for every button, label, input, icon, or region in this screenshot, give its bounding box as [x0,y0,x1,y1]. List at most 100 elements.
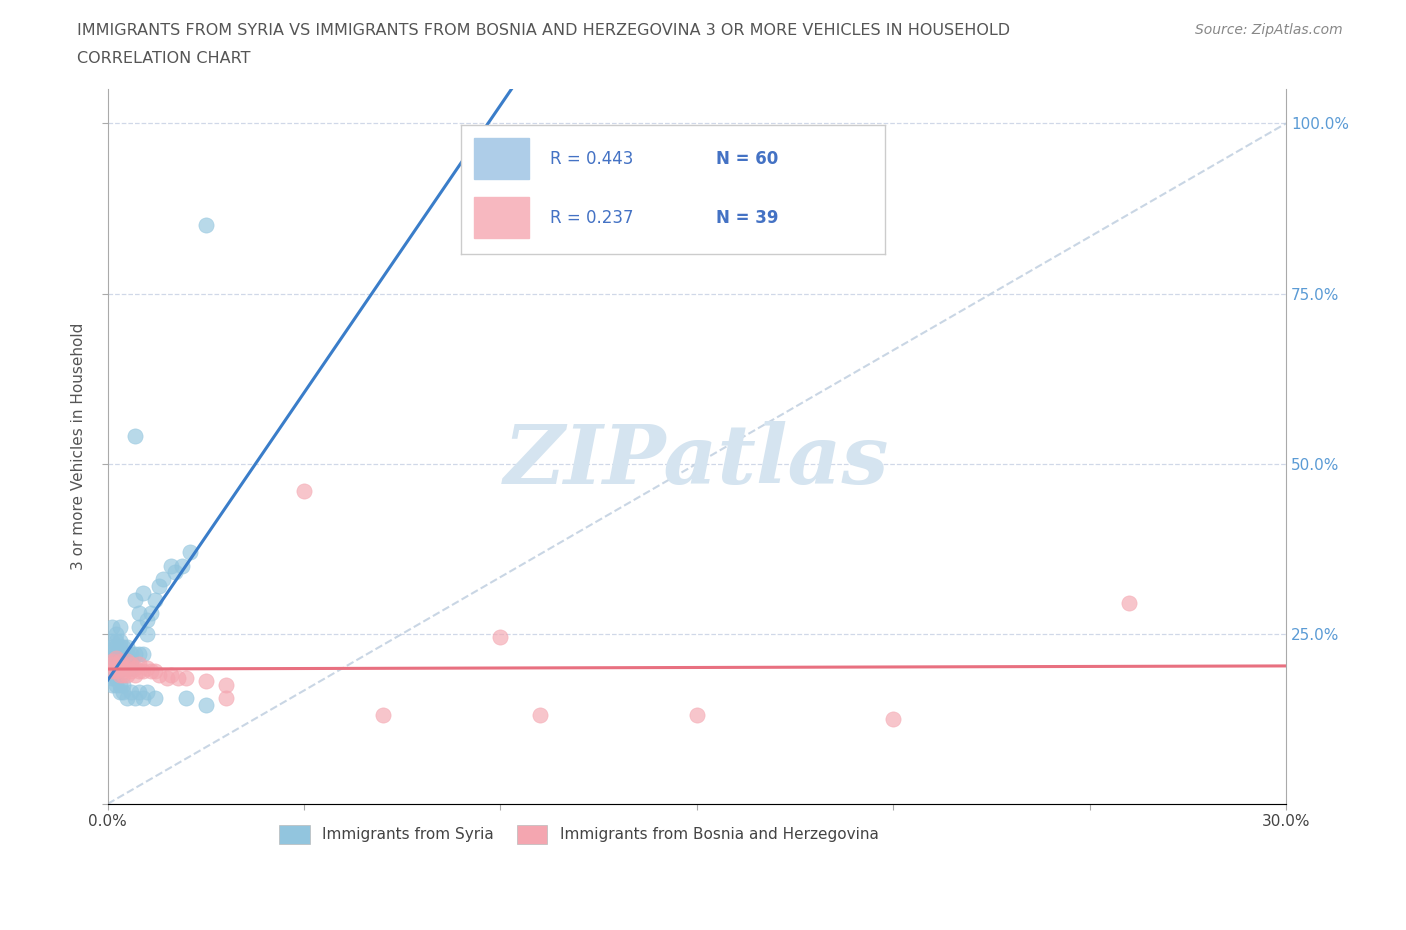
Legend: Immigrants from Syria, Immigrants from Bosnia and Herzegovina: Immigrants from Syria, Immigrants from B… [273,819,884,850]
Point [108,654,131,669]
Point [128,684,150,699]
Point [104,664,127,679]
Point [108,667,131,682]
Point [163,565,186,580]
Point [117,660,139,675]
Point [529,708,551,723]
Point [108,677,131,692]
Point [112,654,135,669]
Point [148,667,170,682]
Text: Source: ZipAtlas.com: Source: ZipAtlas.com [1195,23,1343,37]
Point [108,660,131,675]
Point [136,684,159,699]
Point [139,605,162,620]
Point [100,664,122,679]
Point [172,558,194,573]
Point [100,640,122,655]
Point [167,671,190,685]
Point [120,646,142,661]
Point [371,708,394,723]
Point [100,646,122,661]
Point [112,684,135,699]
Point [104,654,127,669]
Text: IMMIGRANTS FROM SYRIA VS IMMIGRANTS FROM BOSNIA AND HERZEGOVINA 3 OR MORE VEHICL: IMMIGRANTS FROM SYRIA VS IMMIGRANTS FROM… [77,23,1011,38]
Point [117,646,139,661]
Point [1118,596,1140,611]
Point [128,619,150,634]
Point [100,677,122,692]
Point [108,684,131,699]
Point [124,667,146,682]
Point [100,619,122,634]
Point [194,698,217,712]
Point [132,664,155,679]
Point [132,691,155,706]
Point [128,664,150,679]
Point [117,691,139,706]
Point [117,640,139,655]
Point [117,667,139,682]
Point [152,572,174,587]
Point [108,660,131,675]
Point [112,660,135,675]
Point [143,664,166,679]
Point [143,592,166,607]
Point [128,605,150,620]
Point [104,650,127,665]
Point [108,640,131,655]
Point [112,667,135,682]
Point [112,660,135,675]
Point [176,691,198,706]
Point [112,646,135,661]
Point [489,630,512,644]
Point [179,545,201,560]
Point [132,646,155,661]
Point [104,660,127,675]
Point [194,674,217,689]
Point [156,671,179,685]
Point [108,646,131,661]
Point [124,660,146,675]
Point [159,667,181,682]
Point [104,626,127,641]
Point [120,684,142,699]
Point [124,592,146,607]
Point [124,646,146,661]
Point [128,646,150,661]
Text: CORRELATION CHART: CORRELATION CHART [77,51,250,66]
Point [112,640,135,655]
Point [136,613,159,628]
Point [104,646,127,661]
Point [159,558,181,573]
Point [176,671,198,685]
Point [100,657,122,671]
Text: ZIPatlas: ZIPatlas [505,421,890,501]
Point [120,660,142,675]
Point [108,654,131,669]
Point [124,691,146,706]
Point [104,633,127,648]
Point [104,677,127,692]
Point [112,677,135,692]
Point [117,654,139,669]
Point [686,708,709,723]
Point [120,664,142,679]
Point [214,677,236,692]
Point [104,640,127,655]
Point [132,586,155,601]
Point [100,633,122,648]
Point [117,660,139,675]
Point [120,657,142,671]
Point [148,578,170,593]
Point [136,626,159,641]
Point [292,484,315,498]
Point [104,671,127,685]
Point [117,654,139,669]
Point [108,633,131,648]
Point [214,691,236,706]
Point [108,619,131,634]
Point [139,664,162,679]
Y-axis label: 3 or more Vehicles in Household: 3 or more Vehicles in Household [72,323,86,570]
Point [882,711,904,726]
Point [120,654,142,669]
